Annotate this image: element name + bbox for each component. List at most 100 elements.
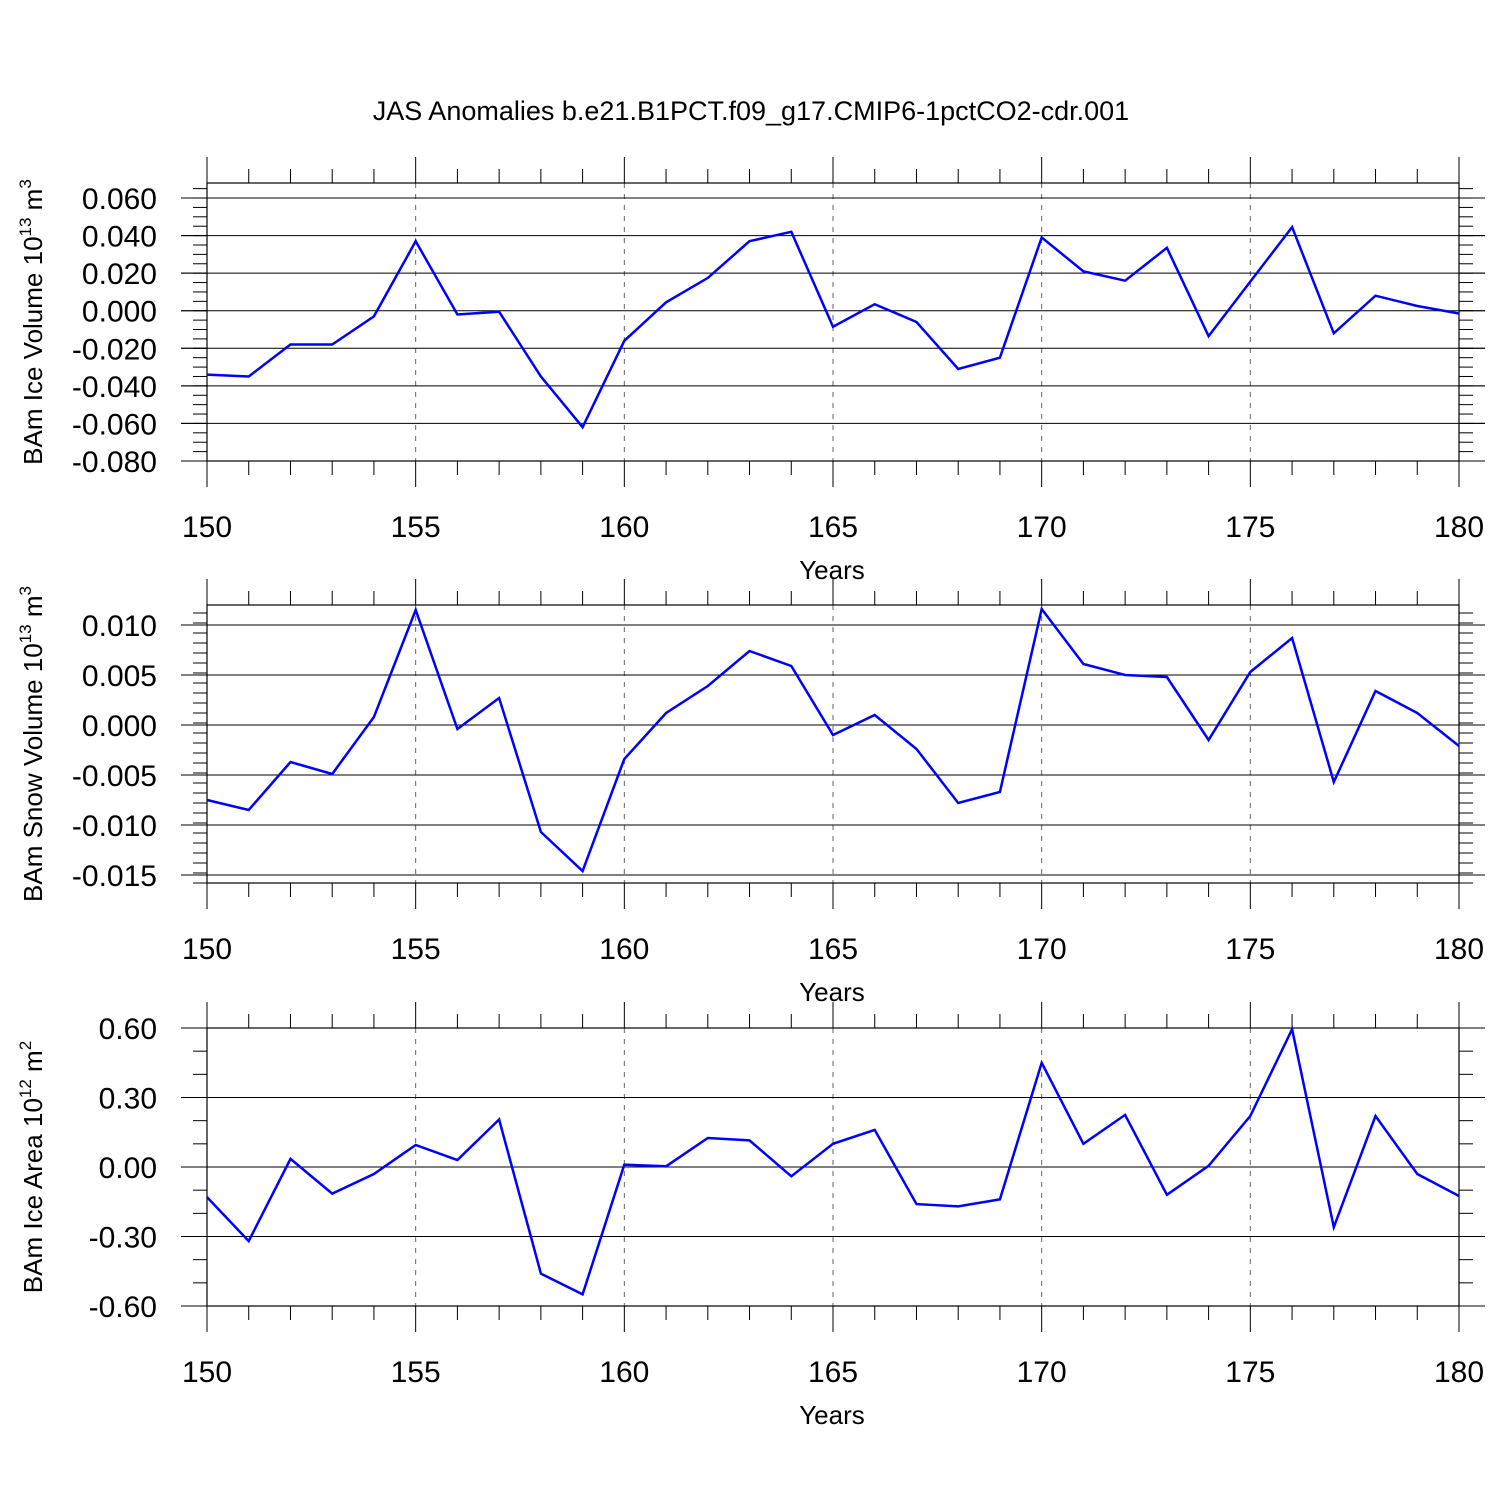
series-line: [206, 606, 1460, 874]
data-point: [205, 1195, 209, 1199]
x-tick-label: 165: [808, 1356, 858, 1389]
data-point: [1332, 1225, 1336, 1229]
data-point: [706, 276, 710, 280]
data-point: [1332, 780, 1336, 784]
data-point: [1415, 711, 1419, 715]
data-point: [539, 830, 543, 834]
data-point: [956, 367, 960, 371]
data-point: [288, 760, 292, 764]
data-point: [1374, 294, 1378, 298]
data-point: [455, 312, 459, 316]
y-axis-label: BAm Ice Area 1012 m2: [16, 1041, 48, 1293]
x-tick-label: 180: [1434, 511, 1484, 544]
data-point: [1457, 1194, 1461, 1198]
x-tick-label: 150: [182, 511, 232, 544]
data-point: [372, 314, 376, 318]
y-axis-label-main: BAm Ice Area 10: [18, 1098, 48, 1293]
y-tick-label: -0.060: [72, 408, 157, 441]
data-point: [1040, 235, 1044, 239]
data-point: [1457, 744, 1461, 748]
data-point: [539, 1272, 543, 1276]
data-point: [1457, 312, 1461, 316]
y-tick-label: -0.080: [72, 446, 157, 479]
data-point: [622, 757, 626, 761]
y-tick-label: 0.30: [99, 1083, 157, 1116]
data-point: [1248, 1114, 1252, 1118]
data-point: [998, 1197, 1002, 1201]
panel-3: -0.60 -0.30 0.00 0.30 0.60 150 155 160 165 170 175…: [16, 1002, 1485, 1430]
data-point: [1415, 304, 1419, 308]
data-point: [706, 684, 710, 688]
data-point: [914, 1202, 918, 1206]
data-point: [497, 1118, 501, 1122]
data-point: [330, 772, 334, 776]
data-point: [1165, 1193, 1169, 1197]
data-point: [789, 664, 793, 668]
data-point: [1290, 225, 1294, 229]
y-axis-label: BAm Snow Volume 1013 m3: [16, 586, 48, 902]
panel-2: -0.015 -0.010 -0.005 0.000 0.005 0.010 150 155 1…: [16, 579, 1485, 1007]
data-point: [455, 1158, 459, 1162]
data-point: [664, 1164, 668, 1168]
data-point: [205, 373, 209, 377]
y-tick-label: -0.015: [72, 860, 157, 893]
data-point: [414, 608, 418, 612]
data-point: [288, 343, 292, 347]
data-point: [748, 239, 752, 243]
y-axis-label-unit: m: [18, 189, 48, 218]
x-tick-label: 175: [1225, 933, 1275, 966]
data-point: [956, 1204, 960, 1208]
x-tick-label: 160: [599, 511, 649, 544]
x-tick-label: 155: [391, 933, 441, 966]
y-tick-label: -0.010: [72, 810, 157, 843]
y-axis-label-main: BAm Ice Volume 10: [18, 236, 48, 464]
data-point: [1290, 636, 1294, 640]
data-point: [1248, 670, 1252, 674]
data-point: [664, 711, 668, 715]
y-tick-label: -0.040: [72, 371, 157, 404]
data-point: [998, 356, 1002, 360]
data-point: [622, 339, 626, 343]
plot-frame: [206, 182, 1460, 462]
data-point: [414, 1143, 418, 1147]
y-axis-label-unit-exponent: 3: [16, 586, 35, 595]
data-point: [455, 727, 459, 731]
data-point: [789, 230, 793, 234]
data-point: [1123, 1113, 1127, 1117]
data-point: [1207, 738, 1211, 742]
y-axis-label-exponent: 13: [16, 624, 35, 643]
series-line: [206, 224, 1460, 430]
x-tick-label: 160: [599, 1356, 649, 1389]
y-tick-label: -0.020: [72, 333, 157, 366]
y-axis-label-unit: m: [18, 595, 48, 624]
data-point: [706, 1136, 710, 1140]
y-tick-label: -0.60: [89, 1291, 157, 1324]
y-tick-label: -0.30: [89, 1222, 157, 1255]
data-point: [873, 713, 877, 717]
data-point: [581, 869, 585, 873]
y-tick-label: 0.60: [99, 1013, 157, 1046]
data-point: [1081, 269, 1085, 273]
data-point: [497, 310, 501, 314]
x-axis-label: Years: [799, 555, 865, 585]
x-tick-label: 180: [1434, 1356, 1484, 1389]
data-point: [748, 1138, 752, 1142]
y-tick-label: 0.020: [82, 258, 157, 291]
data-point: [497, 696, 501, 700]
x-tick-label: 165: [808, 511, 858, 544]
data-point: [831, 733, 835, 737]
data-point: [1207, 1164, 1211, 1168]
data-point: [330, 343, 334, 347]
y-axis-label-unit-exponent: 2: [16, 1041, 35, 1050]
data-point: [1123, 279, 1127, 283]
data-point: [873, 302, 877, 306]
data-point: [539, 374, 543, 378]
data-point: [247, 808, 251, 812]
data-point: [1332, 331, 1336, 335]
data-point: [1165, 675, 1169, 679]
data-point: [831, 1142, 835, 1146]
data-point: [372, 1172, 376, 1176]
data-point: [622, 1163, 626, 1167]
data-point: [1374, 689, 1378, 693]
